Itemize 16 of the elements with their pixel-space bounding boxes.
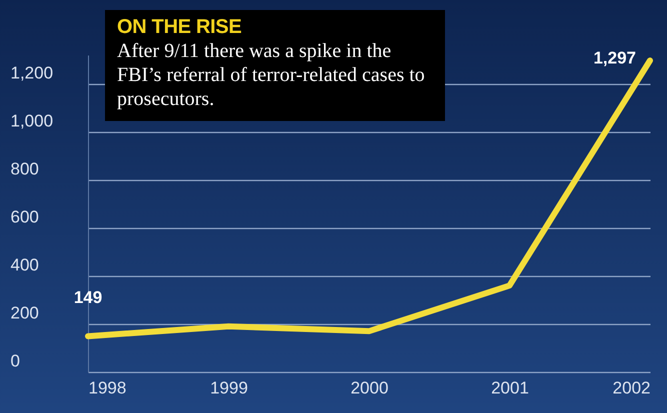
y-tick-label: 400 <box>10 255 39 274</box>
chart-subtitle: After 9/11 there was a spike in the FBI’s referral of terror-related cases to prosecutors. <box>117 39 426 111</box>
x-tick-label: 2002 <box>612 378 650 398</box>
y-tick-label: 600 <box>10 207 39 226</box>
y-tick-label: 200 <box>10 303 39 322</box>
data-label: 149 <box>74 288 102 308</box>
x-tick-label: 2001 <box>491 378 529 398</box>
y-tick-label: 1,000 <box>10 111 54 130</box>
y-tick-label: 800 <box>10 159 39 178</box>
x-tick-label: 1999 <box>210 378 248 398</box>
y-tick-label: 1,200 <box>10 63 54 82</box>
x-tick-label: 2000 <box>350 378 388 398</box>
chart-title: ON THE RISE <box>117 16 242 39</box>
data-label: 1,297 <box>593 48 636 68</box>
y-tick-label: 0 <box>10 352 20 370</box>
x-tick-label: 1998 <box>88 378 126 398</box>
